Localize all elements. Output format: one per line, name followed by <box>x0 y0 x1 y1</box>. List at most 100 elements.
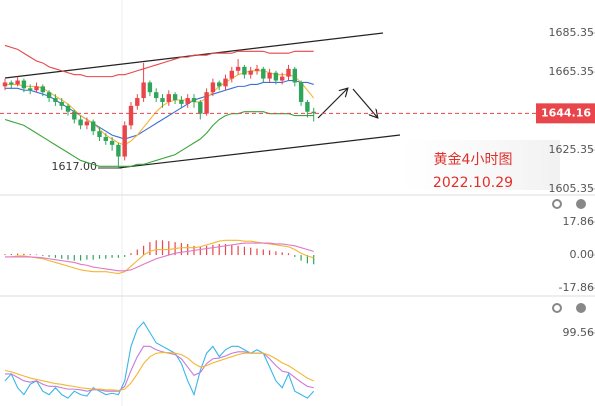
macd-bar <box>161 240 164 256</box>
candle-body <box>91 121 96 132</box>
candle-body <box>273 72 279 81</box>
low-label: 1617.00 <box>52 160 98 173</box>
macd-bar <box>180 243 182 256</box>
macd-bar <box>256 248 258 256</box>
settings-icon[interactable] <box>552 303 562 313</box>
macd-bar <box>231 244 233 256</box>
y-tick-label: 1625.35 <box>549 143 595 156</box>
candle-body <box>204 92 209 114</box>
y-tick-label: 0.00 <box>570 248 595 261</box>
macd-bar <box>86 255 88 260</box>
y-tick-label: 1665.35 <box>549 65 595 78</box>
macd-bar <box>262 249 264 256</box>
macd-bar <box>61 255 63 259</box>
candle-body <box>217 82 222 87</box>
candle-body <box>198 101 203 114</box>
macd-bar <box>294 255 296 257</box>
candle-body <box>59 101 64 106</box>
candle-body <box>141 82 146 99</box>
candle-body <box>242 66 247 75</box>
candle-body <box>28 88 33 91</box>
macd-bar <box>29 254 31 256</box>
macd-bar <box>306 255 308 264</box>
macd-bar <box>4 254 6 256</box>
macd-bar <box>250 247 252 256</box>
candle-body <box>286 68 291 77</box>
macd-bar <box>117 255 119 258</box>
candle-body <box>65 105 71 112</box>
candle-body <box>2 82 8 87</box>
macd-bar <box>17 253 19 256</box>
y-tick-label: 1605.35 <box>549 182 595 195</box>
candle-body <box>46 92 52 99</box>
y-tick-label: 1685.35 <box>549 26 595 39</box>
indicator-line <box>4 111 314 167</box>
macd-bar <box>111 255 113 258</box>
indicator-line <box>4 351 314 392</box>
candle-body <box>128 105 134 126</box>
candle-body <box>53 98 58 102</box>
candle-body <box>122 125 127 157</box>
price-badge <box>536 103 595 124</box>
macd-bar <box>54 255 56 258</box>
close-icon[interactable] <box>576 199 586 209</box>
candle-body <box>34 86 39 91</box>
macd-bar <box>136 249 138 256</box>
candle-body <box>40 86 45 93</box>
macd-bar <box>35 254 38 256</box>
y-tick-label: 17.86 <box>563 215 595 228</box>
candle-body <box>84 121 90 126</box>
candle-body <box>298 82 304 102</box>
forecast-arrow <box>352 88 377 117</box>
macd-bar <box>168 241 170 256</box>
macd-bar <box>206 245 208 256</box>
macd-bar <box>80 255 82 261</box>
macd-bar <box>218 243 220 256</box>
candle-body <box>191 98 197 102</box>
panel-icons <box>552 199 586 313</box>
macd-bar <box>10 253 12 256</box>
macd-bar <box>143 245 145 256</box>
macd-bar <box>130 253 132 256</box>
macd-bar <box>224 243 227 256</box>
macd-bar <box>48 255 50 257</box>
candle-body <box>179 100 184 104</box>
candle-body <box>21 80 27 89</box>
indicator-line <box>4 44 314 78</box>
indicator-line <box>5 242 314 272</box>
candle-body <box>9 82 14 85</box>
candle-body <box>229 70 234 79</box>
macd-bar <box>275 251 277 256</box>
close-icon[interactable] <box>576 303 586 313</box>
macd-bar <box>23 253 25 256</box>
candle-body <box>154 92 159 99</box>
y-tick-label: 99.56 <box>563 326 595 339</box>
macd-bar <box>155 240 157 256</box>
channel-lower <box>117 134 401 169</box>
indicator-line <box>5 79 314 140</box>
macd-bar <box>149 242 151 256</box>
settings-icon[interactable] <box>552 199 562 209</box>
candle-body <box>311 111 316 114</box>
macd-bar <box>313 255 315 265</box>
macd-bar <box>124 255 126 257</box>
macd-bar <box>269 250 271 256</box>
macd-bar <box>67 255 69 260</box>
macd-bar <box>237 245 239 256</box>
macd-bar <box>187 243 189 256</box>
indicator-line <box>5 239 314 275</box>
candle-body <box>97 131 102 138</box>
macd-bar <box>92 255 94 260</box>
candle-body <box>116 144 121 157</box>
label-backdrop <box>400 140 560 190</box>
macd-bar <box>199 246 201 256</box>
candle-body <box>235 66 241 71</box>
candle-body <box>15 80 20 85</box>
macd-bar <box>287 253 290 256</box>
candle-body <box>223 78 228 87</box>
candle-body <box>103 137 108 141</box>
candle-body <box>292 68 297 83</box>
candle-body <box>254 68 260 71</box>
candle-body <box>261 68 266 79</box>
